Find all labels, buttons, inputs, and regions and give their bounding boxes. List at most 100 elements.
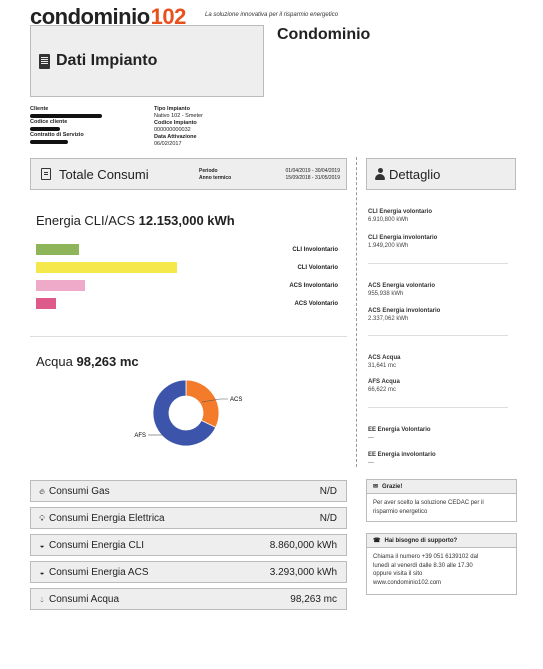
detail-title: CLI Energia involontario [368, 235, 438, 241]
supporto-card: ☎ Hai bisogno di supporto? Chiama il nume… [366, 533, 517, 595]
detail-value: --- [368, 435, 374, 441]
page-title: Dati Impianto [56, 52, 158, 69]
supporto-line: oppure visita il sito [373, 571, 423, 577]
redacted-value [30, 127, 60, 131]
divider [30, 336, 347, 337]
condominio-title: Condominio [277, 26, 371, 43]
period-values: 01/04/2019 - 30/04/2019 15/09/2018 - 31/… [286, 168, 341, 181]
detail-value: 6.910,800 kWh [368, 217, 409, 223]
totale-consumi-header: Totale Consumi Periodo Anno termico 01/0… [30, 158, 347, 190]
detail-title: ACS Energia involontario [368, 308, 441, 314]
impianto-info: Tipo Impianto Nativo 102 - Smeter Codice… [154, 106, 264, 148]
summary-label: Consumi Energia CLI [49, 539, 145, 551]
cliente-label: Cliente [30, 106, 49, 112]
detail-title: ACS Energia volontario [368, 283, 436, 289]
summary-label: Consumi Energia Elettrica [49, 512, 165, 524]
anno-termico-label: Anno termico [199, 174, 232, 181]
acqua-donut-chart: ACS AFS [134, 379, 242, 447]
drop-icon: 💧︎ [40, 594, 44, 604]
supporto-website-link[interactable]: www.condominio102.com [373, 579, 442, 586]
energia-bar [36, 262, 177, 273]
totale-consumi-title: Totale Consumi [59, 166, 149, 182]
data-attivazione-value: 06/02/2017 [154, 141, 182, 147]
acqua-total: Acqua 98,263 mc [36, 354, 139, 369]
detail-acs-acqua: ACS Acqua 31,641 mc [368, 354, 400, 370]
energia-bar-label: CLI Volontario [297, 265, 338, 271]
anno-termico-value: 15/09/2018 - 31/05/2019 [285, 174, 341, 181]
phone-icon: ☎ [373, 538, 381, 544]
detail-cli-vol: CLI Energia volontario 6.910,800 kWh [368, 208, 432, 224]
column-divider [356, 157, 357, 467]
summary-row-elettrica: 💡︎ Consumi Energia Elettrica N/D [30, 507, 347, 529]
detail-acs-vol: ACS Energia volontario 955,938 kWh [368, 282, 435, 298]
logo-text: condominio [30, 4, 150, 29]
lightbulb-icon: 💡︎ [39, 513, 45, 523]
supporto-title: Hai bisogno di supporto? [384, 537, 458, 544]
grazie-body: Per aver scelto la soluzione CEDAC per i… [373, 500, 484, 515]
contratto-label: Contratto di Servizio [30, 132, 84, 138]
tipo-impianto-label: Tipo Impianto [154, 106, 190, 112]
codice-impianto-label: Codice Impianto [154, 120, 197, 126]
energia-total: Energia CLI/ACS 12.153,000 kWh [36, 213, 235, 228]
detail-title: AFS Acqua [368, 379, 400, 385]
page-title-box: Dati Impianto [30, 25, 264, 97]
detail-value: --- [368, 460, 374, 466]
summary-value: N/D [319, 485, 337, 497]
acqua-label: Acqua [36, 354, 73, 369]
energia-bar-label: CLI Involontario [292, 247, 338, 253]
period-labels: Periodo Anno termico [199, 168, 231, 181]
dettaglio-title: Dettaglio [389, 166, 441, 182]
divider [368, 263, 508, 264]
flame-icon: 🔥︎ [39, 486, 45, 496]
summary-row-cli: ◒ Consumi Energia CLI 8.860,000 kWh [30, 534, 347, 556]
energia-bar [36, 244, 79, 255]
energia-bar [36, 298, 56, 309]
supporto-line: Chiama il numero +39 051 6139102 dal [373, 554, 479, 560]
energia-bar-label: ACS Involontario [289, 283, 338, 289]
energia-bar [36, 280, 85, 291]
energia-value: 12.153,000 kWh [138, 213, 235, 228]
detail-title: ACS Acqua [368, 355, 401, 361]
donut-label: AFS [134, 433, 146, 439]
logo-number: 102 [150, 4, 187, 29]
grazie-card: ✉ Grazie! Per aver scelto la soluzione CE… [366, 479, 517, 522]
donut-slice [185, 379, 220, 428]
detail-title: EE Energia involontario [368, 452, 436, 458]
user-icon [375, 168, 385, 180]
divider [368, 407, 508, 408]
energia-label: Energia CLI/ACS [36, 213, 135, 228]
gauge-icon: ◒ [39, 540, 45, 550]
redacted-value [30, 114, 102, 118]
codice-impianto-value: 000000000032 [154, 127, 191, 133]
gauge-icon: ◒ [39, 567, 45, 577]
donut-slice [152, 379, 217, 447]
summary-value: N/D [319, 512, 337, 524]
dettaglio-header: Dettaglio [366, 158, 516, 190]
detail-title: CLI Energia volontario [368, 209, 433, 215]
detail-ee-vol: EE Energia Volontario --- [368, 426, 431, 442]
summary-row-acs: ◒ Consumi Energia ACS 3.293,000 kWh [30, 561, 347, 583]
summary-value: 8.860,000 kWh [269, 539, 337, 551]
summary-label: Consumi Acqua [49, 593, 120, 605]
detail-ee-inv: EE Energia involontario --- [368, 451, 436, 467]
grazie-title: Grazie! [382, 483, 403, 490]
summary-label: Consumi Energia ACS [49, 566, 149, 578]
client-info: Cliente Codice cliente Contratto di Serv… [30, 106, 130, 145]
acqua-value: 98,263 mc [76, 354, 139, 369]
supporto-line: lunedì al venerdì dalle 8.30 alle 17.30 [373, 562, 473, 569]
summary-value: 3.293,000 kWh [269, 566, 337, 578]
detail-value: 955,938 kWh [368, 291, 404, 297]
building-icon [39, 53, 50, 69]
donut-leader-line [201, 398, 228, 403]
codice-cliente-label: Codice cliente [30, 119, 68, 125]
detail-value: 31,641 mc [368, 363, 397, 369]
summary-value: 98,263 mc [290, 593, 337, 605]
periodo-value: 01/04/2019 - 30/04/2019 [285, 168, 341, 174]
detail-acs-inv: ACS Energia involontario 2.337,062 kWh [368, 307, 440, 323]
detail-title: EE Energia Volontario [368, 427, 431, 433]
document-icon [41, 168, 51, 180]
redacted-value [30, 140, 68, 144]
detail-value: 1.949,200 kWh [368, 243, 409, 249]
detail-value: 66,622 mc [368, 387, 397, 393]
summary-label: Consumi Gas [49, 485, 110, 497]
